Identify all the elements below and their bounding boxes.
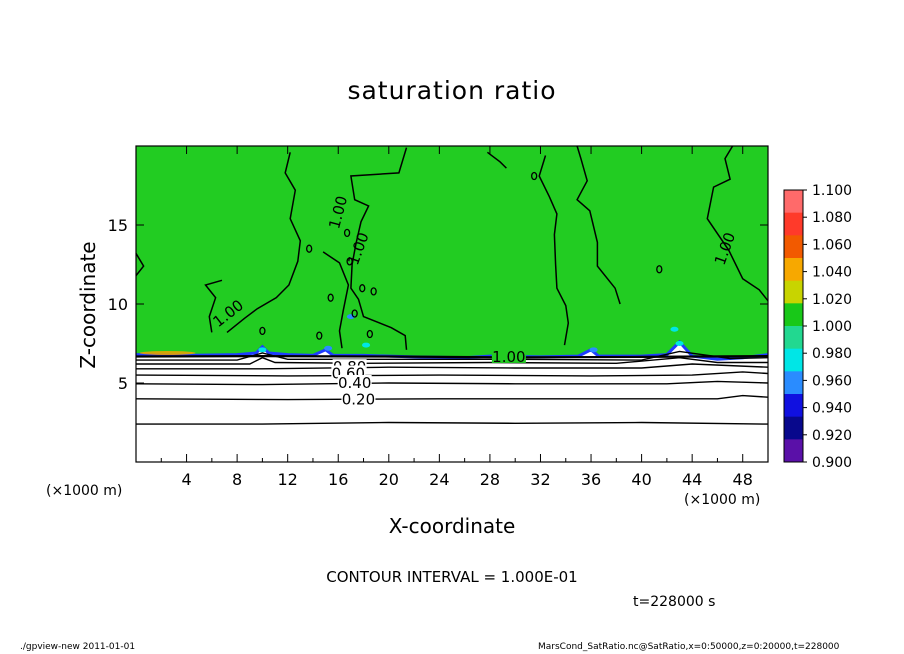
contour-loop [656,265,663,274]
field-lower [136,341,768,462]
colorbar-label: 0.940 [812,401,852,417]
contour-loop [366,329,373,339]
colorbar-swatch [784,258,803,282]
y-tick-label: 15 [108,216,128,235]
y-tick-label: 5 [118,374,128,393]
contour-line [136,421,769,425]
contour-line [486,151,507,169]
colorbar-swatch [784,371,803,395]
x-tick-label: 8 [232,470,242,489]
x-tick-label: 44 [682,470,702,489]
contour-line [350,147,408,350]
blue-patch [589,347,598,353]
contour-loop [343,228,351,238]
contour-line [538,155,570,346]
colorbar-swatch [784,416,803,440]
contour-line [226,152,302,333]
colorbar-swatch [784,394,803,418]
contour-line [135,394,769,401]
colorbar-label: 1.000 [812,319,852,335]
contour-line [135,253,145,277]
contour-loop [531,171,538,181]
x-unit-left: (×1000 m) [46,483,123,499]
y-axis-label: Z-coordinate [76,241,100,369]
contour-line [576,145,621,305]
colorbar-label: 1.100 [812,183,852,199]
colorbar-label: 0.980 [812,346,852,362]
blue-patch [362,342,371,348]
footer-right: MarsCond_SatRatio.nc@SatRatio,x=0:50000,… [538,642,840,652]
footer-left: ./gpview-new 2011-01-01 [20,642,136,652]
contour-loop [370,287,377,296]
contour-label: 0.40 [338,374,371,392]
x-tick-label: 32 [530,470,550,489]
colorbar-swatch [784,326,803,350]
blue-patch [670,326,679,332]
contour-loop [327,293,334,302]
contour-label-bg [337,375,372,389]
contour-line [135,355,769,359]
chart-title: saturation ratio [347,76,557,105]
y-tick-label: 10 [108,295,128,314]
colorbar-swatch [784,348,803,372]
contour-line [135,380,769,386]
x-tick-label: 48 [733,470,753,489]
contour-label: 1.00 [492,348,525,366]
x-tick-label: 36 [581,470,601,489]
x-unit-right: (×1000 m) [684,492,761,508]
x-tick-label: 24 [429,470,449,489]
colorbar-label: 1.040 [812,265,852,281]
contour-line [204,279,223,333]
colorbar-label: 1.020 [812,292,852,308]
blue-patch [324,345,333,351]
colorbar-label: 1.060 [812,237,852,253]
x-axis-label: X-coordinate [388,514,516,538]
colorbar-swatch [784,303,803,327]
colorbar-swatch [784,439,803,463]
colorbar-swatch [784,280,803,304]
contour-loop [351,309,358,318]
contour-loop [346,257,353,266]
contour-line [322,251,350,349]
x-tick-label: 20 [379,470,399,489]
time-text: t=228000 s [633,594,716,610]
colorbar-label: 0.900 [812,455,852,471]
contour-line [136,356,768,365]
contour-label-bg [341,391,376,406]
colorbar-swatch [784,212,803,236]
colorbar-swatch [784,190,803,214]
contour-loop [359,284,366,293]
orange-patch [139,350,196,355]
x-tick-label: 40 [631,470,651,489]
x-tick-label: 12 [278,470,298,489]
contour-interval-text: CONTOUR INTERVAL = 1.000E-01 [326,568,578,586]
contour-line [706,145,769,302]
x-tick-label: 4 [181,470,191,489]
x-tick-label: 28 [480,470,500,489]
colorbar-label: 0.920 [812,428,852,444]
contour-loop [306,244,313,253]
colorbar-label: 0.960 [812,373,852,389]
contour-label-bg [491,348,526,363]
contour-line [135,371,769,377]
blue-patch [258,347,267,353]
x-tick-label: 16 [328,470,348,489]
colorbar-label: 1.080 [812,210,852,226]
contour-line [136,363,769,370]
blue-patch [675,341,684,346]
contour-label: 0.20 [342,391,375,409]
contour-loop [316,331,323,340]
colorbar-swatch [784,235,803,259]
contour-loop [259,326,266,336]
